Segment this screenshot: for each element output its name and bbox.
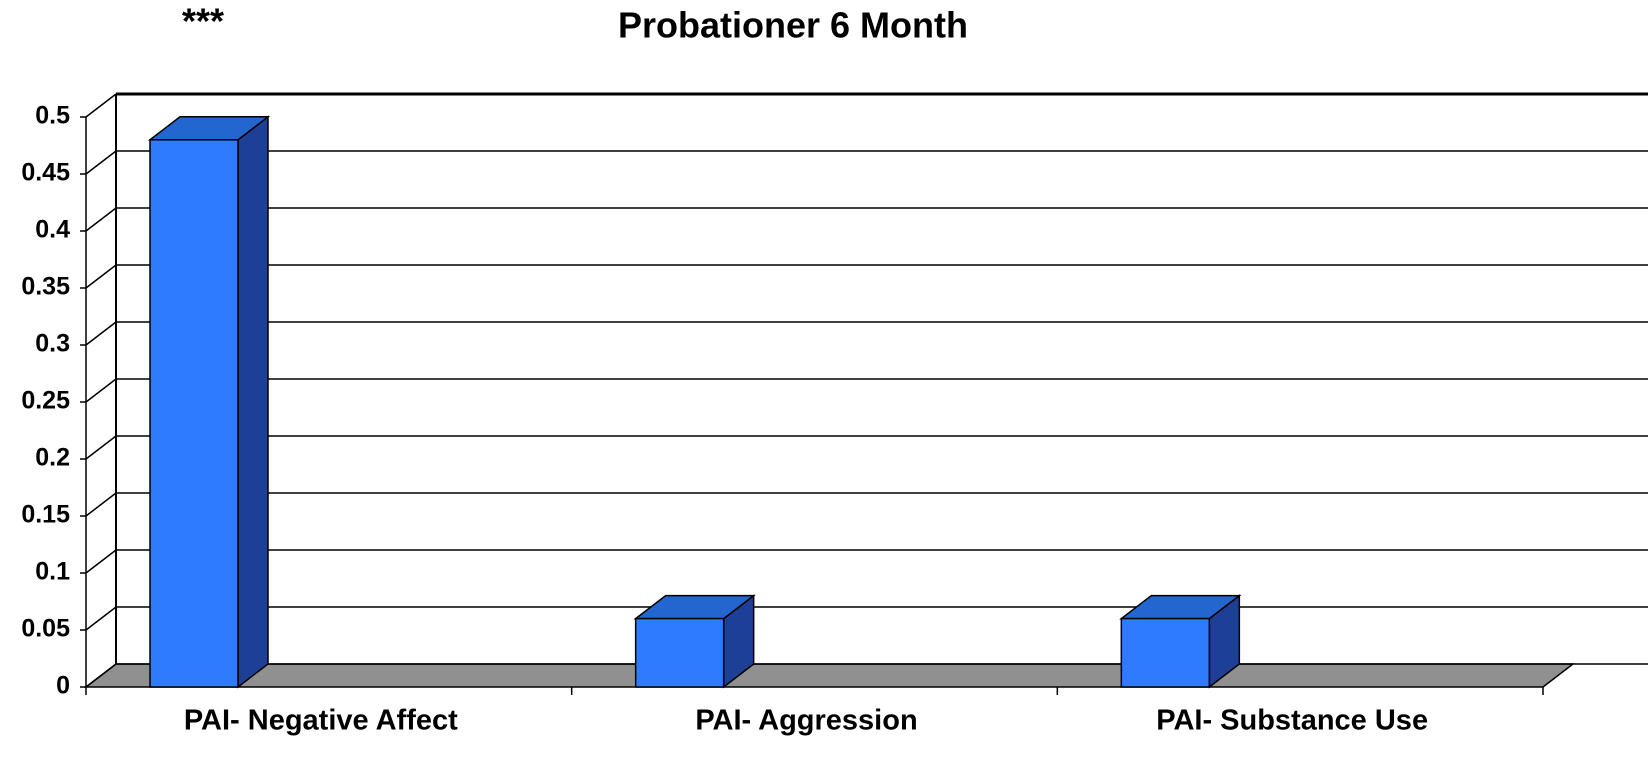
grid-line-side	[85, 321, 117, 346]
grid-line-side	[85, 150, 117, 175]
grid-line-side	[85, 435, 117, 460]
grid-line-side	[85, 606, 117, 631]
y-tick-label: 0.2	[35, 444, 70, 472]
y-tick-label: 0.3	[35, 330, 70, 358]
y-tick-label: 0.25	[21, 387, 70, 415]
y-tick-label: 0.15	[21, 501, 70, 529]
x-tick-label: PAI- Substance Use	[1156, 705, 1428, 737]
y-tick-label: 0.1	[35, 558, 70, 586]
bar	[149, 139, 239, 688]
grid-line-side	[85, 264, 117, 289]
bar-side	[237, 115, 269, 689]
y-tick-label: 0.5	[35, 102, 70, 130]
x-tick-label: PAI- Aggression	[695, 705, 917, 737]
y-tick-label: 0.35	[21, 273, 70, 301]
grid-line-side	[85, 663, 117, 688]
x-tick-label: PAI- Negative Affect	[184, 705, 458, 737]
y-tick-label: 0.45	[21, 159, 70, 187]
bar	[634, 617, 725, 688]
y-tick-label: 0.05	[21, 615, 70, 643]
y-tick-label: 0.4	[35, 216, 70, 244]
floor	[83, 663, 1576, 688]
bar	[1120, 617, 1211, 688]
grid-line-side	[85, 549, 117, 574]
grid-line-side	[85, 378, 117, 403]
grid-line-side	[85, 492, 117, 517]
grid-line-side	[85, 93, 117, 118]
chart-title: Probationer 6 Month	[618, 5, 968, 46]
grid-line-side	[85, 207, 117, 232]
annotation: ***	[182, 1, 224, 42]
y-tick-label: 0	[56, 672, 70, 700]
